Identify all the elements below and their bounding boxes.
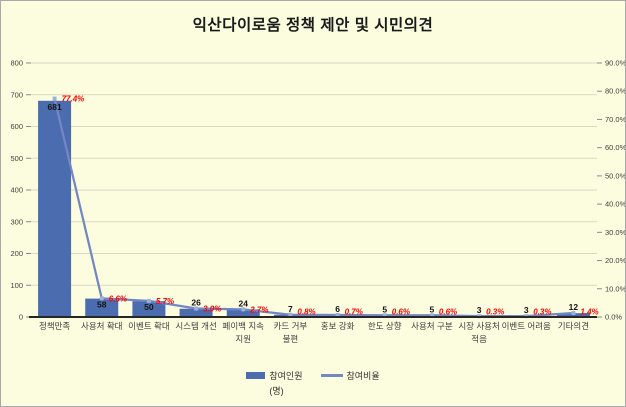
right-axis-tick-label: 70.0%	[605, 115, 626, 124]
bar-series-swatch	[246, 372, 266, 379]
left-axis-tick-label: 800	[10, 59, 23, 68]
line-marker	[335, 313, 340, 318]
line-marker	[288, 312, 293, 317]
bar-series-label: 참여인원	[269, 371, 303, 381]
line-value-label: 2.7%	[249, 305, 268, 314]
bar	[226, 309, 260, 317]
line-value-label: 6.6%	[109, 294, 127, 303]
legend-item-bar-series: 참여인원 (명)	[246, 369, 303, 397]
right-axis-tick-label: 20.0%	[605, 256, 626, 265]
line-marker	[99, 296, 104, 301]
right-axis-tick-label: 60.0%	[605, 143, 626, 152]
right-axis-tick-label: 50.0%	[605, 171, 626, 180]
line-value-label: 0.8%	[297, 308, 315, 317]
left-axis-tick-label: 500	[10, 154, 23, 163]
line-marker	[146, 298, 151, 303]
bar-value-label: 681	[47, 102, 61, 112]
legend-item-line-series: 참여비율	[320, 369, 380, 382]
left-axis-tick-label: 700	[10, 90, 23, 99]
bar-value-label: 12	[569, 302, 579, 312]
line-series-swatch	[320, 374, 343, 377]
left-axis-tick-label: 300	[10, 217, 23, 226]
chart-title: 익산다이로움 정책 제안 및 시민의견	[192, 17, 434, 34]
line-marker	[194, 306, 199, 311]
bar-value-label: 5	[382, 304, 387, 314]
bar	[132, 301, 166, 317]
category-label: 페이백 지속 지원	[223, 321, 265, 344]
line-value-label: 77.4%	[62, 95, 85, 104]
line-marker	[571, 311, 576, 316]
bar	[556, 313, 590, 317]
bar-value-label: 58	[97, 300, 107, 310]
category-label: 이벤트 확대	[128, 321, 169, 331]
line-value-label: 3.0%	[203, 305, 221, 314]
right-axis-tick-label: 0.0%	[605, 313, 622, 322]
bar-value-label: 3	[524, 305, 529, 315]
bar	[38, 100, 72, 317]
category-label: 한도 상향	[368, 321, 402, 331]
category-label: 이벤트 어려움	[502, 321, 551, 331]
category-label: 카드 거부 불편	[274, 321, 308, 344]
bar	[179, 308, 213, 317]
line-marker	[241, 307, 246, 312]
line-value-label: 0.6%	[439, 308, 457, 317]
line-value-label: 0.3%	[486, 308, 504, 317]
legend: 참여인원 (명) 참여비율	[1, 369, 625, 397]
right-axis-tick-label: 40.0%	[605, 200, 626, 209]
line-marker	[429, 313, 434, 318]
bar-value-label: 50	[144, 302, 154, 312]
right-axis-tick-label: 80.0%	[605, 87, 626, 96]
left-axis-tick-label: 200	[10, 249, 23, 258]
left-axis-tick-label: 400	[10, 186, 23, 195]
category-label: 정책만족	[39, 321, 70, 331]
bar	[85, 298, 119, 317]
line-value-label: 0.3%	[533, 308, 551, 317]
category-label: 홍보 강화	[321, 321, 355, 331]
category-label: 시스템 개선	[175, 321, 216, 331]
line-marker	[382, 313, 387, 318]
category-label: 사용처 구분	[411, 321, 453, 331]
right-axis-tick-label: 30.0%	[605, 228, 626, 237]
bar-value-label: 7	[288, 304, 293, 314]
left-axis-tick-label: 0	[19, 313, 23, 322]
line-marker	[52, 96, 57, 101]
left-axis-tick-label: 100	[10, 281, 23, 290]
bar-value-label: 24	[239, 298, 249, 308]
category-label: 시장 사용처 적음	[458, 321, 499, 344]
bar-series-unit: (명)	[269, 386, 284, 396]
right-axis-tick-label: 10.0%	[605, 284, 626, 293]
bar-value-label: 6	[335, 304, 340, 314]
bar-value-label: 26	[191, 298, 201, 308]
line-value-label: 0.7%	[345, 308, 363, 317]
bar-value-label: 5	[430, 304, 435, 314]
left-axis-tick-label: 600	[10, 122, 23, 131]
line-series	[53, 98, 574, 318]
category-label: 사용처 확대	[81, 321, 122, 331]
line-value-label: 1.4%	[580, 308, 598, 317]
line-series-label: 참여비율	[346, 371, 380, 381]
right-axis-tick-label: 90.0%	[605, 59, 626, 68]
line-value-label: 0.6%	[392, 308, 410, 317]
line-value-label: 5.7%	[156, 297, 174, 306]
category-label: 기타의견	[558, 321, 589, 331]
bar-value-label: 3	[477, 305, 482, 315]
